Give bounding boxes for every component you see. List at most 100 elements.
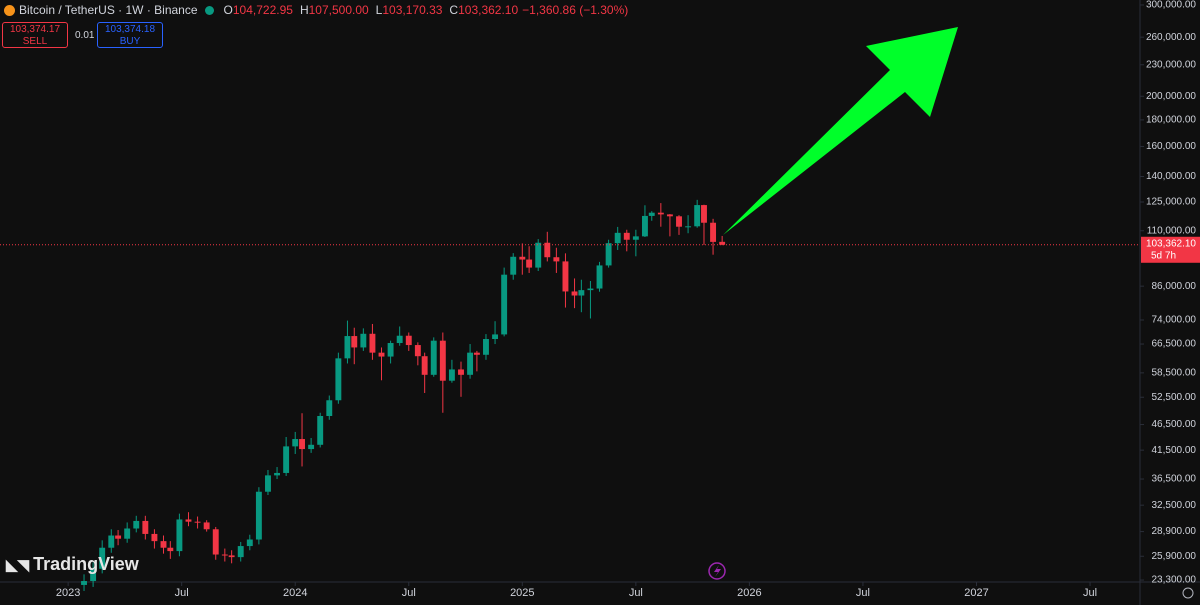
candle-body (473, 352, 480, 355)
candle-body (448, 369, 455, 381)
x-tick-label: 2024 (283, 587, 307, 599)
candle-body (99, 547, 106, 569)
ohlc-value: 103,170.33 (382, 3, 443, 17)
y-tick-label: 110,000.00 (1147, 225, 1197, 236)
ohlc-key: C (449, 3, 459, 17)
candle-body (648, 212, 655, 216)
candle-body (265, 475, 271, 492)
candle-body (501, 274, 508, 335)
candle-body (623, 232, 630, 240)
candle-body (108, 535, 115, 548)
settings-icon[interactable] (1182, 587, 1194, 599)
candle-body (292, 439, 299, 447)
buy-label: BUY (119, 36, 141, 47)
buy-button[interactable]: 103,374.18 BUY (97, 22, 163, 48)
y-tick-label: 32,500.00 (1152, 500, 1197, 511)
y-tick-label: 46,500.00 (1152, 419, 1197, 430)
candle-body (439, 340, 446, 381)
y-tick-label: 260,000.00 (1146, 32, 1196, 43)
candle-body (641, 215, 648, 237)
ohlc-value: 107,500.00 (308, 3, 369, 17)
sell-price: 103,374.17 (9, 24, 61, 35)
y-tick-label: 74,000.00 (1152, 315, 1197, 326)
candle-body (246, 539, 253, 547)
candle-body (666, 214, 673, 217)
x-tick-label: 2023 (56, 587, 80, 599)
x-tick-label: Jul (175, 587, 189, 599)
candle-body (571, 291, 578, 296)
candle-body (212, 529, 219, 555)
price-axis-bg (1140, 0, 1200, 605)
candle-body (421, 356, 428, 375)
candle-body (237, 546, 244, 558)
candle-body (344, 336, 351, 359)
x-tick-label: Jul (629, 587, 643, 599)
sell-label: SELL (22, 36, 48, 47)
countdown: 5d 7h (1151, 250, 1176, 261)
x-tick-label: 2026 (737, 587, 761, 599)
y-tick-label: 200,000.00 (1146, 91, 1196, 102)
y-tick-label: 66,500.00 (1152, 339, 1197, 350)
candle-body (228, 555, 235, 558)
y-tick-label: 41,500.00 (1152, 445, 1197, 456)
candle-body (562, 261, 569, 292)
candle-body (587, 288, 594, 291)
buy-price: 103,374.18 (104, 24, 156, 35)
y-tick-label: 125,000.00 (1146, 197, 1196, 208)
candle-body (142, 520, 149, 534)
arrow-annotation (723, 27, 958, 235)
candle-body (274, 472, 281, 476)
candle-body (492, 334, 499, 340)
quantity[interactable]: 0.01 (75, 30, 95, 41)
x-tick-label: Jul (402, 587, 416, 599)
candle-body (133, 520, 140, 529)
candle-body (176, 519, 183, 552)
y-tick-label: 36,500.00 (1152, 474, 1197, 485)
candle-body (632, 236, 639, 240)
candle-body (694, 205, 701, 227)
y-tick-label: 25,900.00 (1152, 551, 1197, 562)
candle-body (605, 243, 612, 266)
ohlc-key: L (375, 3, 383, 17)
candle-body (369, 333, 376, 353)
candle-body (299, 439, 305, 450)
sell-button[interactable]: 103,374.17 SELL (2, 22, 68, 48)
candle-body (519, 256, 526, 260)
y-tick-label: 58,500.00 (1152, 368, 1197, 379)
candle-body (167, 547, 174, 552)
candle-body (676, 216, 682, 227)
candle-body (255, 491, 262, 540)
candle-body (317, 415, 324, 445)
candle-body (351, 336, 358, 348)
candle-body (614, 232, 621, 244)
y-tick-label: 28,900.00 (1152, 526, 1197, 537)
candle-body (430, 340, 437, 375)
candle-body (535, 242, 542, 268)
candle-body (81, 581, 87, 585)
candle-body (685, 226, 692, 228)
candle-body (657, 212, 664, 215)
ohlc-value: 103,362.10 (458, 3, 519, 17)
candle-body (115, 535, 122, 539)
symbol[interactable]: Bitcoin / TetherUS · 1W · Binance (19, 3, 198, 17)
candle-body (458, 369, 464, 375)
candle-body (160, 541, 167, 548)
candle-body (701, 205, 707, 223)
candle-body (283, 446, 290, 473)
market-status (204, 5, 214, 15)
x-tick-label: 2027 (964, 587, 988, 599)
candle-body (308, 444, 315, 450)
y-tick-label: 180,000.00 (1146, 115, 1196, 126)
symbol-header: Bitcoin / TetherUS · 1W · Binance O104,7… (4, 3, 628, 17)
candle-body (596, 265, 603, 289)
candle-body (467, 352, 474, 375)
candle-body (326, 400, 333, 416)
candle-body (396, 335, 403, 344)
y-tick-label: 23,300.00 (1152, 575, 1197, 586)
event-bolt (714, 565, 721, 577)
candle-body (194, 521, 201, 523)
event-icon[interactable] (708, 562, 726, 580)
candle-body (221, 554, 228, 556)
y-tick-label: 230,000.00 (1146, 59, 1196, 70)
